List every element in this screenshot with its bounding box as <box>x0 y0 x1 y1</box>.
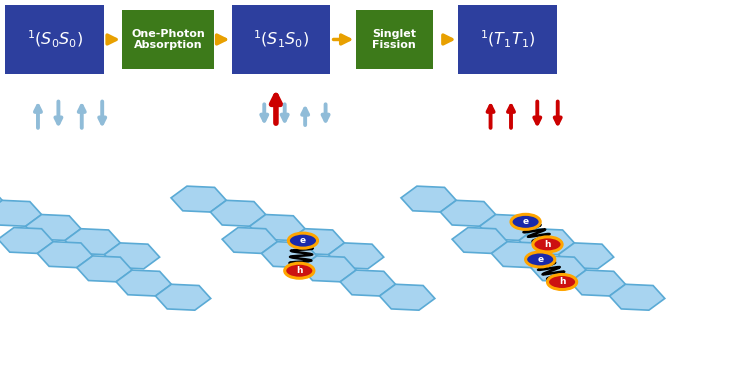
Polygon shape <box>37 242 93 268</box>
Circle shape <box>288 233 318 248</box>
FancyBboxPatch shape <box>123 10 213 68</box>
Text: $^1(T_1T_1)$: $^1(T_1T_1)$ <box>480 29 535 50</box>
Polygon shape <box>250 215 305 240</box>
Polygon shape <box>328 243 384 269</box>
Polygon shape <box>171 186 226 212</box>
Text: e: e <box>537 255 543 264</box>
Polygon shape <box>301 256 356 282</box>
Polygon shape <box>558 243 614 269</box>
Text: $^1(S_1S_0)$: $^1(S_1S_0)$ <box>253 29 310 50</box>
Polygon shape <box>491 242 547 268</box>
Polygon shape <box>289 229 345 255</box>
Polygon shape <box>26 215 81 240</box>
Polygon shape <box>116 270 172 296</box>
Text: h: h <box>545 240 550 249</box>
Polygon shape <box>0 227 53 253</box>
Text: h: h <box>296 266 302 275</box>
Polygon shape <box>570 270 626 296</box>
FancyBboxPatch shape <box>458 5 556 74</box>
Circle shape <box>548 274 577 290</box>
Circle shape <box>526 252 555 267</box>
FancyBboxPatch shape <box>5 5 104 74</box>
Polygon shape <box>104 243 160 269</box>
Polygon shape <box>440 200 496 226</box>
Text: e: e <box>523 217 529 226</box>
Circle shape <box>511 214 540 229</box>
Polygon shape <box>610 284 665 310</box>
Polygon shape <box>222 227 277 253</box>
Polygon shape <box>77 256 132 282</box>
Circle shape <box>285 263 314 278</box>
Text: One-Photon
Absorption: One-Photon Absorption <box>131 29 205 50</box>
Polygon shape <box>261 242 317 268</box>
FancyBboxPatch shape <box>356 10 432 68</box>
Polygon shape <box>340 270 396 296</box>
Polygon shape <box>0 200 42 226</box>
Polygon shape <box>380 284 435 310</box>
Text: h: h <box>559 277 565 287</box>
Polygon shape <box>0 186 2 212</box>
FancyBboxPatch shape <box>232 5 330 74</box>
Text: e: e <box>300 236 306 245</box>
Polygon shape <box>452 227 507 253</box>
Circle shape <box>533 237 562 252</box>
Polygon shape <box>531 256 586 282</box>
Polygon shape <box>480 215 535 240</box>
Polygon shape <box>210 200 266 226</box>
Polygon shape <box>65 229 120 255</box>
Text: $^1(S_0S_0)$: $^1(S_0S_0)$ <box>26 29 83 50</box>
Polygon shape <box>519 229 575 255</box>
Text: Singlet
Fission: Singlet Fission <box>372 29 416 50</box>
Polygon shape <box>155 284 211 310</box>
Polygon shape <box>401 186 456 212</box>
